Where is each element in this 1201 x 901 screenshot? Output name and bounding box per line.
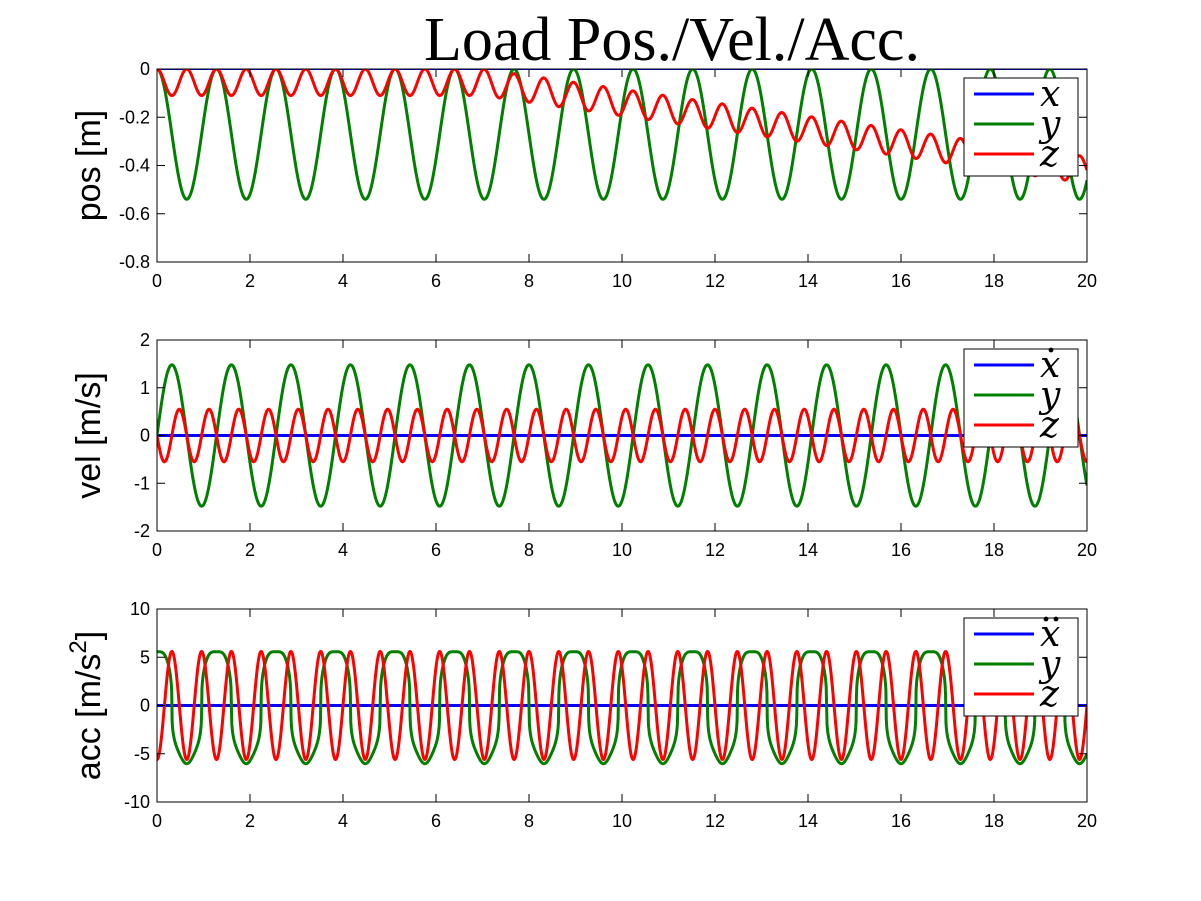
legend-label-z: z <box>1039 134 1060 175</box>
subplot-acc: 0 2 4 6 8 10 12 14 16 18 20 -10 -5 0 5 10 acc [m/s2] xyz <box>65 599 1097 831</box>
xtick-label: 10 <box>612 811 632 831</box>
ytick-label: -2 <box>134 521 150 541</box>
legend-label-y: y <box>1038 104 1061 145</box>
legend-derivative-dot <box>1053 616 1059 622</box>
ylabel-vel: vel [m/s] <box>70 372 108 499</box>
legend-acc: xyz <box>963 614 1079 717</box>
xtick-label: 12 <box>705 811 725 831</box>
series-group-acc <box>157 649 1087 766</box>
xtick-label: 14 <box>798 811 818 831</box>
ytick-label: -0.4 <box>119 156 150 176</box>
xtick-label: 0 <box>152 271 162 291</box>
ytick-label: -0.8 <box>119 252 150 272</box>
xtick-label: 6 <box>431 271 441 291</box>
xtick-label: 16 <box>891 811 911 831</box>
series-group-vel <box>157 363 1087 508</box>
ytick-label: -5 <box>134 744 150 764</box>
xtick-label: 18 <box>984 540 1004 560</box>
series-line-vel-y <box>157 363 1087 508</box>
xtick-label: 8 <box>524 811 534 831</box>
xtick-label: 8 <box>524 540 534 560</box>
ytick-label: -10 <box>124 792 150 812</box>
subplot-pos: 0 2 4 6 8 10 12 14 16 18 20 -0.8 -0.6 -0.4 -0.2 0 pos [m… <box>70 59 1097 291</box>
xtick-label: 0 <box>152 540 162 560</box>
xtick-label: 20 <box>1077 811 1097 831</box>
xtick-label: 4 <box>338 811 348 831</box>
legend-label-y: y <box>1038 644 1061 685</box>
xtick-label: 20 <box>1077 271 1097 291</box>
ytick-label: 1 <box>140 378 150 398</box>
series-line-pos-z <box>157 69 1087 182</box>
ytick-label: -0.6 <box>119 204 150 224</box>
legend-label-x: x <box>1040 74 1060 115</box>
xtick-label: 8 <box>524 271 534 291</box>
legend-label-z: z <box>1039 405 1060 446</box>
ytick-label: 0 <box>140 696 150 716</box>
xtick-label: 18 <box>984 271 1004 291</box>
xtick-label: 0 <box>152 811 162 831</box>
legend-derivative-dot <box>1048 347 1054 353</box>
legend-derivative-dot <box>1043 616 1049 622</box>
ylabel-pos: pos [m] <box>70 110 108 221</box>
series-line-acc-z <box>157 649 1087 762</box>
xtick-label: 16 <box>891 271 911 291</box>
xtick-label: 18 <box>984 811 1004 831</box>
legend-vel: xyz <box>963 345 1079 448</box>
series-line-vel-z <box>157 407 1087 464</box>
ytick-label: 10 <box>130 599 150 619</box>
legend-label-z: z <box>1039 674 1060 715</box>
xtick-label: 20 <box>1077 540 1097 560</box>
legend-pos: xyz <box>963 74 1079 177</box>
ytick-label: 0 <box>140 426 150 446</box>
xtick-label: 14 <box>798 271 818 291</box>
ytick-label: -1 <box>134 473 150 493</box>
figure-title: Load Pos./Vel./Acc. <box>424 6 920 74</box>
xtick-label: 2 <box>245 540 255 560</box>
xtick-label: 14 <box>798 540 818 560</box>
xtick-label: 12 <box>705 271 725 291</box>
series-group-pos <box>157 69 1087 201</box>
ylabel-acc: acc [m/s2] <box>65 631 108 780</box>
xtick-label: 2 <box>245 811 255 831</box>
ytick-label: 0 <box>140 59 150 79</box>
legend-label-x: x <box>1040 345 1060 386</box>
xtick-label: 4 <box>338 271 348 291</box>
xtick-label: 12 <box>705 540 725 560</box>
ytick-label: 2 <box>140 330 150 350</box>
xtick-label: 6 <box>431 540 441 560</box>
xtick-label: 10 <box>612 271 632 291</box>
xtick-label: 2 <box>245 271 255 291</box>
xtick-label: 6 <box>431 811 441 831</box>
ytick-label: 5 <box>140 647 150 667</box>
xtick-label: 4 <box>338 540 348 560</box>
legend-label-x: x <box>1040 614 1060 655</box>
legend-label-y: y <box>1038 375 1061 416</box>
ytick-label: -0.2 <box>119 107 150 127</box>
xtick-label: 10 <box>612 540 632 560</box>
xtick-label: 16 <box>891 540 911 560</box>
